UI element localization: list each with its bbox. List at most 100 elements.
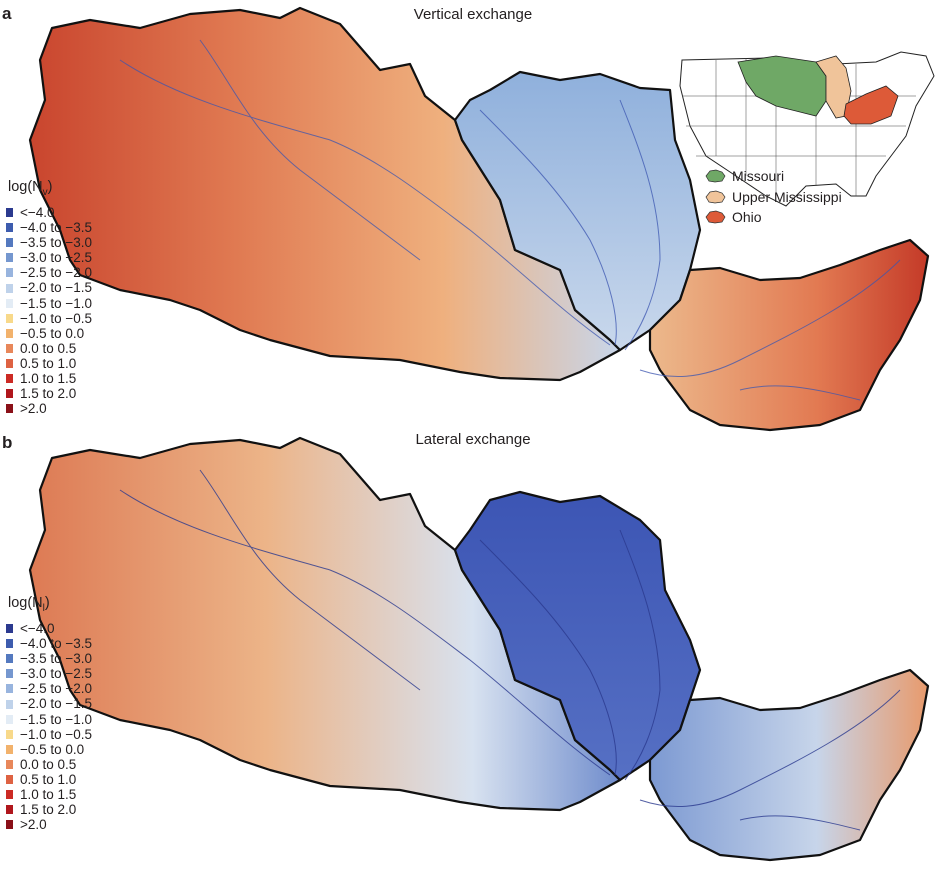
panel-a: a Vertical exchange	[2, 4, 935, 432]
legend-swatch	[6, 759, 13, 769]
legend-item: 0.0 to 0.5	[6, 757, 92, 772]
legend-item: 1.5 to 2.0	[6, 802, 92, 817]
legend-swatch	[6, 639, 13, 649]
legend-swatch	[6, 805, 13, 815]
legend-swatch	[6, 223, 13, 233]
legend-label: 1.5 to 2.0	[20, 386, 77, 402]
legend-label: −0.5 to 0.0	[20, 325, 85, 341]
basin-legend-item: Missouri	[704, 166, 842, 187]
legend-swatch	[6, 374, 13, 384]
legend-swatch	[6, 208, 13, 218]
basin-shape-icon	[705, 169, 726, 183]
legend-item: −3.0 to −2.5	[6, 250, 92, 265]
us-inset-map	[679, 51, 935, 207]
legend-item: 1.0 to 1.5	[6, 787, 92, 802]
legend-label: −4.0 to −3.5	[20, 220, 93, 236]
legend-label: 1.0 to 1.5	[20, 371, 77, 387]
legend-label: 1.5 to 2.0	[20, 802, 77, 818]
inset-missouri	[737, 55, 827, 117]
legend-swatch	[6, 729, 13, 739]
legend-swatch	[6, 313, 13, 323]
legend-label: >2.0	[20, 401, 47, 417]
legend-label: −2.0 to −1.5	[20, 280, 93, 296]
missouri-basin-b	[28, 436, 622, 812]
legend-swatch	[6, 774, 13, 784]
legend-label: <−4.0	[20, 620, 55, 636]
missouri-basin-a	[28, 6, 622, 382]
legend-item: <−4.0	[6, 205, 92, 220]
legend-item: −4.0 to −3.5	[6, 220, 92, 235]
legend-label: −3.5 to −3.0	[20, 235, 93, 251]
legend-item: 1.5 to 2.0	[6, 386, 92, 401]
basin-legend-item: Upper Mississippi	[704, 187, 842, 208]
legend-item: −4.0 to −3.5	[6, 636, 92, 651]
legend-label: <−4.0	[20, 204, 55, 220]
legend-swatch	[6, 298, 13, 308]
us-outline	[679, 51, 935, 207]
panel-a-letter: a	[2, 4, 12, 23]
river-network-a	[119, 39, 901, 401]
basin-legend: Missouri Upper Mississippi Ohio	[704, 166, 842, 228]
legend-item: −1.5 to −1.0	[6, 712, 92, 727]
legend-item: −0.5 to 0.0	[6, 326, 92, 341]
inset-ohio	[843, 85, 899, 125]
legend-swatch	[6, 343, 13, 353]
legend-item: −1.0 to −0.5	[6, 311, 92, 326]
basin-label: Upper Mississippi	[732, 188, 842, 205]
panel-b-map	[28, 436, 930, 862]
legend-label: 0.5 to 1.0	[20, 771, 77, 787]
legend-swatch	[6, 654, 13, 664]
legend-label: −2.0 to −1.5	[20, 696, 93, 712]
legend-item: 1.0 to 1.5	[6, 371, 92, 386]
legend-label: 1.0 to 1.5	[20, 787, 77, 803]
panel-b: b Lateral exchange	[0, 430, 946, 878]
legend-label: −1.5 to −1.0	[20, 295, 93, 311]
legend-item: −3.5 to −3.0	[6, 235, 92, 250]
legend-item: −3.0 to −2.5	[6, 666, 92, 681]
legend-item: −2.0 to −1.5	[6, 696, 92, 711]
panel-a-map	[28, 6, 930, 432]
legend-label: −1.0 to −0.5	[20, 726, 93, 742]
legend-label: 0.5 to 1.0	[20, 355, 77, 371]
legend-item: >2.0	[6, 401, 92, 416]
legend-item: 0.0 to 0.5	[6, 341, 92, 356]
legend-label: −3.5 to −3.0	[20, 651, 93, 667]
basin-label: Ohio	[732, 209, 762, 225]
legend-item: >2.0	[6, 817, 92, 832]
legend-swatch	[6, 820, 13, 830]
river-network-b	[119, 469, 901, 831]
legend-item: 0.5 to 1.0	[6, 772, 92, 787]
upper-mississippi-basin-a	[453, 70, 702, 352]
legend-label: −0.5 to 0.0	[20, 741, 85, 757]
panel-b-title: Lateral exchange	[415, 431, 531, 448]
legend-b-title: log(Nl)	[8, 595, 50, 614]
legend-label: −1.5 to −1.0	[20, 711, 93, 727]
legend-label: −1.0 to −0.5	[20, 310, 93, 326]
legend-label: −2.5 to −2.0	[20, 265, 93, 281]
basin-shape-icon	[705, 210, 726, 224]
legend-item: 0.5 to 1.0	[6, 356, 92, 371]
legend-label: −3.0 to −2.5	[20, 250, 93, 266]
legend-swatch	[6, 268, 13, 278]
legend-item: −2.0 to −1.5	[6, 280, 92, 295]
upper-mississippi-basin-b	[453, 490, 702, 782]
panel-a-title: Vertical exchange	[413, 6, 533, 23]
legend-swatch	[6, 283, 13, 293]
legend-swatch	[6, 253, 13, 263]
legend-swatch	[6, 699, 13, 709]
basin-legend-item: Ohio	[704, 207, 842, 228]
legend-swatch	[6, 669, 13, 679]
basin-label: Missouri	[732, 168, 785, 184]
legend-swatch	[6, 404, 13, 414]
legend-item: −3.5 to −3.0	[6, 651, 92, 666]
legend-item: −1.5 to −1.0	[6, 296, 92, 311]
legend-item: <−4.0	[6, 621, 92, 636]
legend-swatch	[6, 714, 13, 724]
legend-label: −4.0 to −3.5	[20, 636, 93, 652]
legend-label: 0.0 to 0.5	[20, 756, 77, 772]
legend-swatch	[6, 389, 13, 399]
legend-label: >2.0	[20, 817, 47, 833]
legend-item: −0.5 to 0.0	[6, 742, 92, 757]
legend-swatch	[6, 790, 13, 800]
legend-label: −2.5 to −2.0	[20, 681, 93, 697]
